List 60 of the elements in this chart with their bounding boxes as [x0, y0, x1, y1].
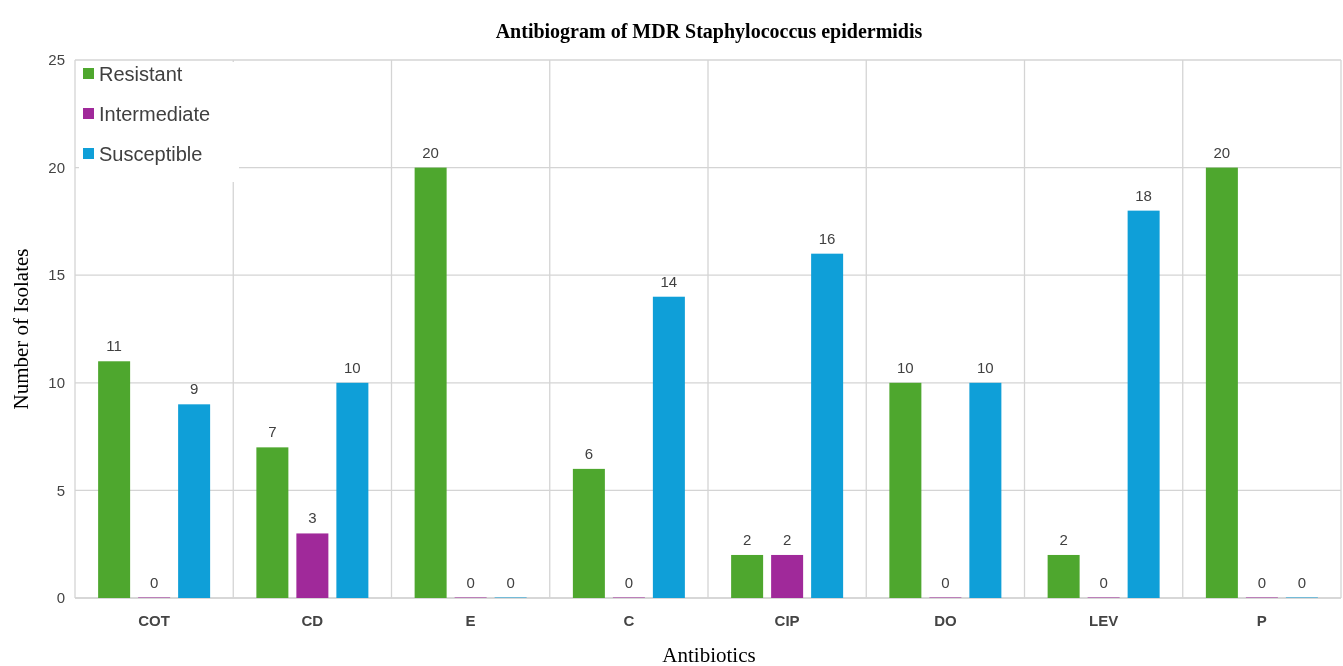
- legend-label: Intermediate: [99, 103, 211, 125]
- legend-label: Resistant: [99, 63, 183, 85]
- data-label: 0: [1297, 574, 1307, 591]
- bar: [178, 404, 211, 598]
- x-tick-label: CD: [301, 612, 324, 629]
- data-label: 0: [941, 574, 950, 591]
- data-label: 3: [308, 509, 317, 527]
- data-label: 2: [1059, 530, 1068, 548]
- x-tick-label: E: [465, 612, 476, 629]
- data-label: 18: [1135, 186, 1152, 204]
- chart-title: Antibiogram of MDR Staphylococcus epidermidis: [495, 20, 923, 43]
- data-label: 0: [149, 574, 159, 591]
- data-label: 20: [1213, 143, 1231, 161]
- bar: [336, 382, 369, 598]
- data-label: 6: [584, 444, 594, 462]
- x-tick-label: DO: [934, 612, 957, 629]
- data-label: 0: [466, 574, 475, 591]
- data-label: 10: [344, 358, 361, 376]
- y-tick-label: 25: [48, 51, 65, 69]
- bar: [771, 554, 804, 598]
- y-tick-label: 5: [56, 481, 65, 499]
- data-label: 20: [422, 143, 439, 161]
- bar: [811, 253, 844, 598]
- data-label: 0: [1099, 574, 1108, 591]
- data-label: 11: [106, 337, 122, 355]
- y-axis-title: Number of Isolates: [9, 248, 33, 410]
- bar: [296, 533, 329, 598]
- data-label: 14: [660, 272, 678, 290]
- data-label: 10: [977, 358, 994, 376]
- x-tick-label: P: [1256, 612, 1267, 629]
- y-tick-label: 15: [48, 266, 65, 284]
- bar: [652, 296, 685, 598]
- y-tick-label: 20: [48, 158, 65, 176]
- data-label: 0: [1257, 574, 1267, 591]
- y-tick-label: 10: [48, 374, 65, 392]
- y-tick-label: 0: [56, 589, 65, 607]
- x-tick-label: C: [623, 612, 635, 629]
- legend-label: Susceptible: [99, 143, 203, 165]
- bar: [731, 554, 764, 598]
- data-label: 0: [506, 574, 515, 591]
- bar: [1127, 210, 1160, 598]
- bar: [98, 361, 131, 598]
- data-label: 0: [624, 574, 634, 591]
- bar: [572, 468, 605, 598]
- bar: [889, 382, 922, 598]
- data-label: 2: [782, 530, 792, 548]
- data-label: 9: [189, 380, 199, 398]
- bar: [414, 167, 447, 598]
- x-tick-label: CIP: [774, 612, 800, 629]
- x-tick-label: COT: [138, 612, 170, 629]
- bar: [969, 382, 1002, 598]
- x-tick-label: LEV: [1089, 612, 1119, 629]
- bar: [1047, 554, 1080, 598]
- data-label: 2: [742, 530, 752, 548]
- bar: [256, 447, 289, 598]
- data-label: 7: [268, 423, 277, 441]
- data-label: 16: [818, 229, 836, 247]
- x-axis-title: Antibiotics: [662, 643, 756, 666]
- data-label: 10: [897, 358, 914, 376]
- bar: [1205, 167, 1238, 598]
